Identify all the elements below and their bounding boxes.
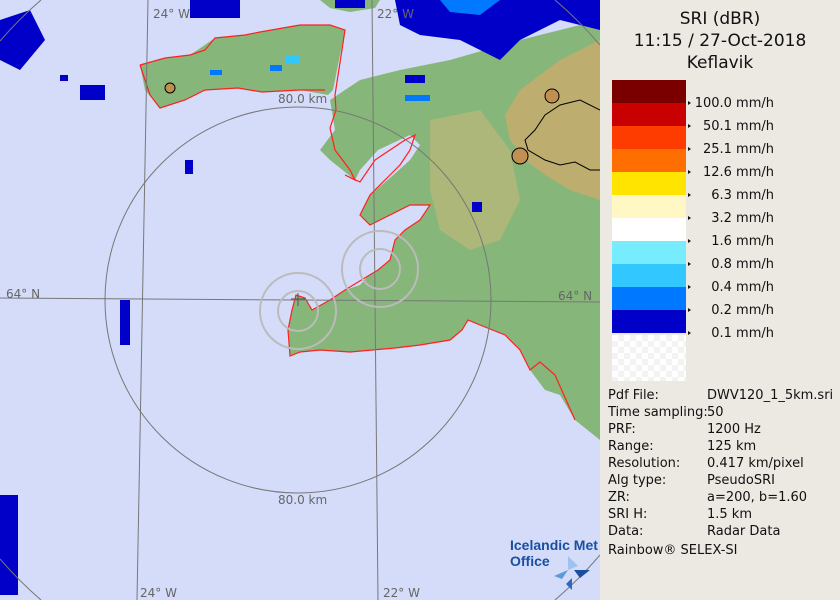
footer-credit: Rainbow® SELEX-SI <box>608 543 738 558</box>
legend-label: 25.1 mm/h <box>688 142 774 158</box>
metadata-value: DWV120_1_5km.sri <box>707 388 834 403</box>
metadata-value: Radar Data <box>707 524 781 539</box>
lon-label-22w-bottom: 22° W <box>383 586 420 600</box>
info-panel: SRI (dBR) 11:15 / 27-Oct-2018 Keflavik 1… <box>600 0 840 600</box>
legend-swatch <box>612 287 686 310</box>
lat-label-right: 64° N <box>558 289 592 303</box>
metadata-value: a=200, b=1.60 <box>707 490 808 505</box>
lon-label-22w: 22° W <box>377 7 414 21</box>
imo-logo: Icelandic Met Office <box>510 537 598 590</box>
legend-label: 1.6 mm/h <box>688 234 774 250</box>
site-name: Keflavik <box>686 53 754 73</box>
legend-swatch <box>612 310 686 333</box>
metadata-key: ZR: <box>608 490 630 505</box>
legend-label: 100.0 mm/h <box>688 96 774 112</box>
legend-label: 0.2 mm/h <box>688 303 774 319</box>
metadata-key: Data: <box>608 524 644 539</box>
metadata-value: 50 <box>707 405 724 420</box>
metadata-key: Range: <box>608 439 654 454</box>
metadata-key: Time sampling: <box>608 405 708 420</box>
land-snaefellsnes <box>140 25 345 108</box>
legend-label: 3.2 mm/h <box>688 211 774 227</box>
legend-swatch <box>612 103 686 126</box>
radar-site-rings <box>259 230 419 350</box>
legend-swatch <box>612 218 686 241</box>
highland <box>505 40 600 200</box>
metadata-key: Alg type: <box>608 473 667 488</box>
metadata-key: SRI H: <box>608 507 648 522</box>
metadata-value: 125 km <box>707 439 757 454</box>
product-title: SRI (dBR) <box>679 9 761 29</box>
parallel-64n <box>0 297 600 303</box>
coastline <box>139 24 576 421</box>
highland <box>430 110 520 250</box>
legend-swatch <box>612 264 686 287</box>
legend-swatch <box>612 195 686 218</box>
legend-swatch <box>612 241 686 264</box>
range-label-top: 80.0 km <box>278 92 327 106</box>
legend-swatch <box>612 126 686 149</box>
lon-label-24w: 24° W <box>153 7 190 21</box>
metadata-value: 1.5 km <box>707 507 752 522</box>
lon-label-24w-bottom: 24° W <box>140 586 177 600</box>
legend-nodata-swatch <box>612 335 686 381</box>
radar-map[interactable]: 24° W 22° W 24° W 22° W 64° N 64° N 80.0… <box>0 0 600 600</box>
metadata-value: 0.417 km/pixel <box>707 456 804 471</box>
glacier-outline <box>524 99 600 171</box>
radar-site-marker <box>291 293 305 306</box>
legend-label: 6.3 mm/h <box>688 188 774 204</box>
metadata-key: Resolution: <box>608 456 681 471</box>
legend-swatch <box>612 80 686 103</box>
legend-label: 12.6 mm/h <box>688 165 774 181</box>
lat-label-left: 64° N <box>6 287 40 301</box>
legend-label: 50.1 mm/h <box>688 119 774 135</box>
svg-text:Office: Office <box>510 553 550 569</box>
meridian-24w <box>136 0 149 600</box>
legend-swatch <box>612 149 686 172</box>
glacier-outline <box>544 88 560 104</box>
precipitation-echoes <box>0 0 600 595</box>
svg-text:Icelandic Met: Icelandic Met <box>510 537 598 553</box>
metadata-key: Pdf File: <box>608 388 659 403</box>
range-ring-80km <box>104 106 492 494</box>
metadata-value: 1200 Hz <box>707 422 761 437</box>
legend-label: 0.4 mm/h <box>688 280 774 296</box>
glacier-outline <box>164 82 176 94</box>
legend-label: 0.8 mm/h <box>688 257 774 273</box>
glacier-outline <box>511 147 529 165</box>
datetime: 11:15 / 27-Oct-2018 <box>633 31 807 51</box>
metadata-value: PseudoSRI <box>707 473 775 488</box>
range-label-bottom: 80.0 km <box>278 493 327 507</box>
range-ring-outer <box>0 0 600 600</box>
metadata-key: PRF: <box>608 422 636 437</box>
legend-swatch <box>612 172 686 195</box>
coastline <box>139 64 325 109</box>
legend-label: 0.1 mm/h <box>688 326 774 342</box>
